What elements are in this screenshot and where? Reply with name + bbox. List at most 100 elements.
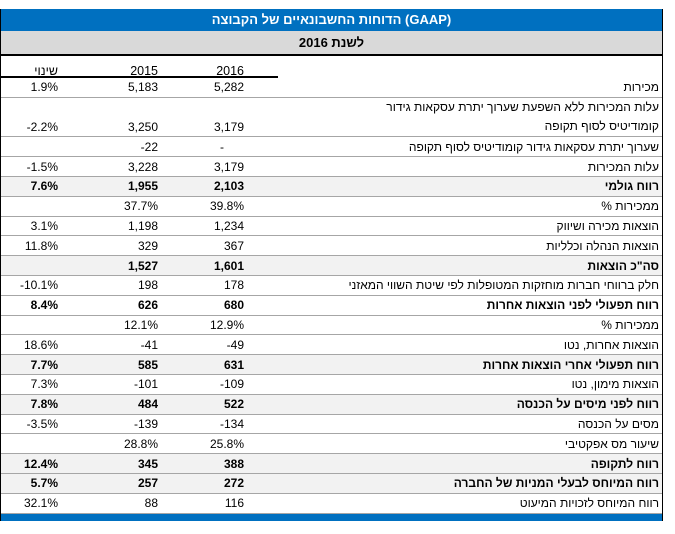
table-row: 12.4% 345 388 רווח לתקופה xyxy=(1,454,662,474)
cell-2016: 2,103 xyxy=(213,179,244,194)
cell-2016: 178 xyxy=(223,278,244,293)
row-label: רווח תפעולי לפני הוצאות אחרות xyxy=(486,298,659,313)
table-row: 8.4% 626 680 רווח תפעולי לפני הוצאות אחרות xyxy=(1,296,662,316)
cell-2016: 272 xyxy=(223,476,244,491)
row-label: עלות המכירות xyxy=(587,159,659,174)
cell-2016: 1,234 xyxy=(213,218,244,233)
cell-2015: 257 xyxy=(137,476,158,491)
table-row: 12.1% 12.9% % ממכירות xyxy=(1,316,662,336)
table-row: 11.8% 329 367 הוצאות הנהלה וכלליות xyxy=(1,236,662,257)
cell-2015: 88 xyxy=(144,496,158,511)
report-title-bar: הדוחות החשבונאיים של הקבוצה (GAAP) xyxy=(1,9,662,31)
cell-2016: -134 xyxy=(219,416,244,431)
cell-2015: 345 xyxy=(137,456,158,471)
table-row: -10.1% 198 178 חלק ברווחי חברות מוחזקות המט… xyxy=(1,276,662,296)
cell-2016: 522 xyxy=(223,397,244,412)
row-label: שערוך יתרת עסקאות גידור קומודיטיס לסוף ת… xyxy=(408,139,659,154)
corner-cell xyxy=(1,9,38,18)
row-label: % ממכירות xyxy=(601,317,659,332)
cell-change: 18.6% xyxy=(23,337,58,352)
row-label: עלות המכירות ללא השפעת שערוך יתרת עסקאות… xyxy=(386,100,659,134)
cell-2016: 12.9% xyxy=(209,317,244,332)
row-label: מסים על הכנסה xyxy=(577,416,659,431)
cell-2016: 680 xyxy=(223,298,244,313)
header-underline xyxy=(1,76,278,78)
table-row: -2.2% 3,250 3,179 עלות המכירות ללא השפעת שע… xyxy=(1,98,662,138)
row-label: מכירות xyxy=(623,80,659,95)
table-row: 7.3% -101 -109 הוצאות מימון, נטו xyxy=(1,375,662,395)
cell-2015: 5,183 xyxy=(127,80,158,95)
cell-2015: 585 xyxy=(137,357,158,372)
table-row: 7.6% 1,955 2,103 רווח גולמי xyxy=(1,176,662,197)
cell-2016: 367 xyxy=(223,238,244,253)
cell-2015: -139 xyxy=(133,416,158,431)
table-row: 5.7% 257 272 רווח המיוחס לבעלי המניות של הח… xyxy=(1,473,662,494)
row-label: רווח גולמי xyxy=(604,179,659,194)
financial-report-table: הדוחות החשבונאיים של הקבוצה (GAAP) לשנת … xyxy=(0,9,663,521)
cell-2015: 626 xyxy=(137,298,158,313)
table-row: 18.6% -41 -49 הוצאות אחרות, נטו xyxy=(1,335,662,356)
cell-2016: 39.8% xyxy=(209,199,244,214)
table-row: 1,527 1,601 סה"כ הוצאות xyxy=(1,256,662,276)
cell-change: 7.8% xyxy=(30,397,58,412)
cell-2016: -49 xyxy=(226,337,244,352)
column-header-2016: 2016 xyxy=(216,64,244,78)
table-row: 1.9% 5,183 5,282 מכירות xyxy=(1,78,662,98)
row-label: שיעור מס אפקטיבי xyxy=(564,436,659,451)
table-header-row: שינוי 2015 2016 xyxy=(1,56,662,78)
cell-change: 8.4% xyxy=(30,298,58,313)
table-row: 32.1% 88 116 רווח המיוחס לזכויות המיעוט xyxy=(1,494,662,514)
row-label: רווח המיוחס לבעלי המניות של החברה xyxy=(453,476,659,491)
cell-2016: 1,601 xyxy=(213,258,244,273)
cell-change: -10.1% xyxy=(19,278,58,293)
cell-2016: 25.8% xyxy=(209,436,244,451)
cell-change: 12.4% xyxy=(23,456,58,471)
column-header-change: שינוי xyxy=(34,64,58,78)
report-subtitle-bar: לשנת 2016 xyxy=(1,31,662,56)
table-row: 3.1% 1,198 1,234 הוצאות מכירה ושיווק xyxy=(1,217,662,237)
cell-2016: 3,179 xyxy=(213,119,244,134)
cell-change: 7.3% xyxy=(30,377,58,392)
cell-2016: - xyxy=(220,139,224,154)
row-label: רווח לתקופה xyxy=(590,456,659,471)
cell-2016: 631 xyxy=(223,357,244,372)
table-row: -3.5% -139 -134 מסים על הכנסה xyxy=(1,415,662,435)
row-label: הוצאות מימון, נטו xyxy=(571,377,659,392)
cell-2015: 3,250 xyxy=(127,119,158,134)
cell-2015: 484 xyxy=(137,397,158,412)
table-row: -1.5% 3,228 3,179 עלות המכירות xyxy=(1,157,662,177)
cell-2015: 12.1% xyxy=(123,317,158,332)
cell-2015: 1,955 xyxy=(127,179,158,194)
cell-change: 11.8% xyxy=(24,238,58,253)
cell-change: -2.2% xyxy=(26,119,58,134)
row-label: % ממכירות xyxy=(601,199,659,214)
table-row: 28.8% 25.8% שיעור מס אפקטיבי xyxy=(1,434,662,455)
cell-change: 32.1% xyxy=(23,496,58,511)
row-label: הוצאות הנהלה וכלליות xyxy=(546,238,659,253)
cell-change: 1.9% xyxy=(30,80,58,95)
cell-change: 7.7% xyxy=(30,357,58,372)
cell-2015: 37.7% xyxy=(123,199,158,214)
cell-2015: 329 xyxy=(137,238,158,253)
cell-change: 3.1% xyxy=(30,218,58,233)
cell-2015: 3,228 xyxy=(127,159,158,174)
bottom-border-bar xyxy=(1,513,662,521)
cell-2016: 3,179 xyxy=(213,159,244,174)
row-label: רווח המיוחס לזכויות המיעוט xyxy=(519,496,659,511)
report-subtitle: לשנת 2016 xyxy=(298,35,365,50)
table-row: 37.7% 39.8% % ממכירות xyxy=(1,197,662,217)
cell-2015: 28.8% xyxy=(123,436,158,451)
report-title: הדוחות החשבונאיים של הקבוצה (GAAP) xyxy=(211,12,452,27)
row-label: רווח לפני מיסים על הכנסה xyxy=(516,397,659,412)
cell-change: -1.5% xyxy=(26,159,58,174)
table-row: 7.8% 484 522 רווח לפני מיסים על הכנסה xyxy=(1,394,662,415)
row-label: חלק ברווחי חברות מוחזקות המטופלות לפי שי… xyxy=(348,278,659,293)
cell-2015: -41 xyxy=(140,337,158,352)
cell-2016: 5,282 xyxy=(213,80,244,95)
cell-2016: 388 xyxy=(223,456,244,471)
cell-2015: -101 xyxy=(133,377,158,392)
table-row: 7.7% 585 631 רווח תפעולי אחרי הוצאות אחרות xyxy=(1,355,662,375)
row-label: הוצאות אחרות, נטו xyxy=(563,337,659,352)
row-label: הוצאות מכירה ושיווק xyxy=(556,218,660,233)
cell-2016: 116 xyxy=(224,496,244,511)
